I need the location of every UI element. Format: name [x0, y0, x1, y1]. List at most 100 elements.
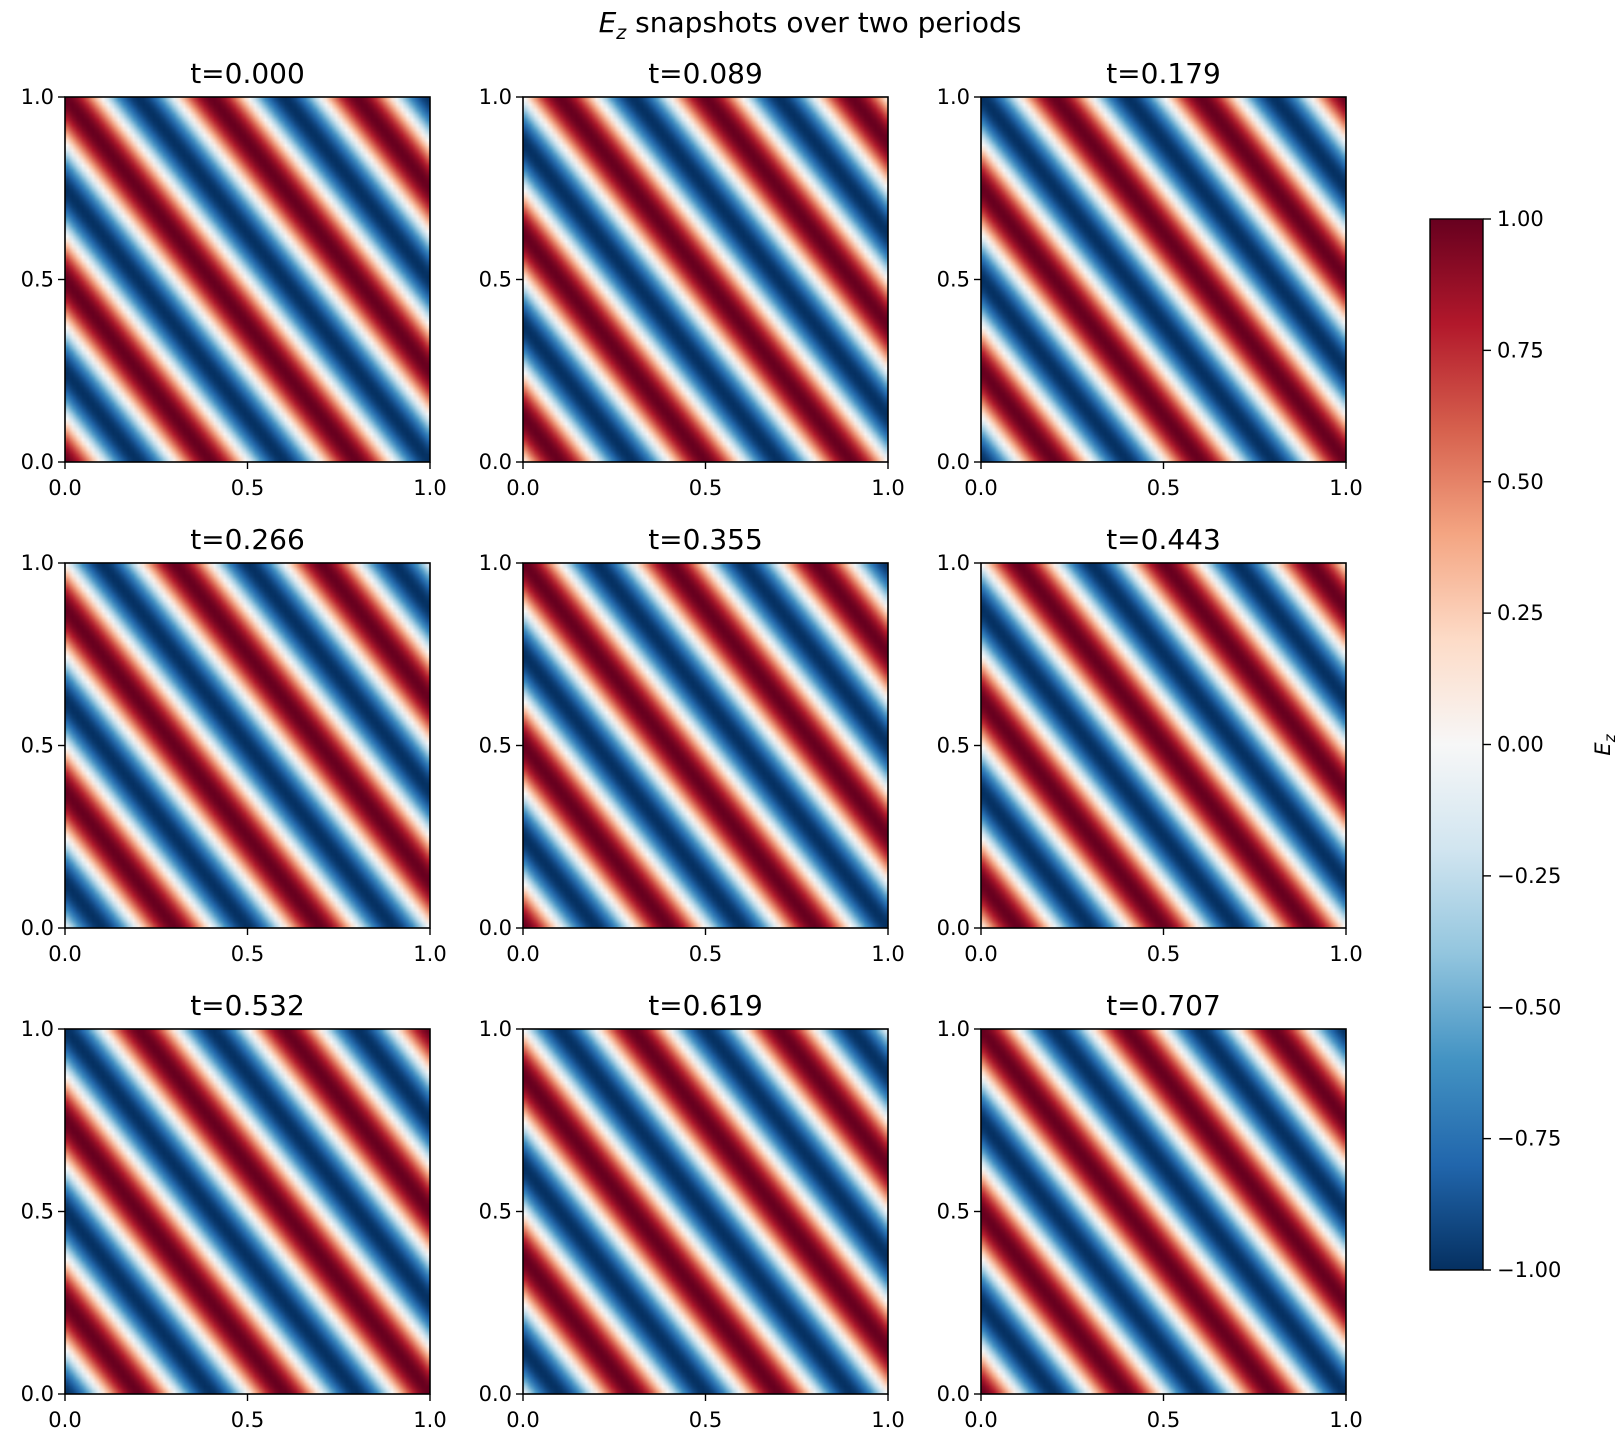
panel: t=0.707 0.0 0.5 1.0 0.0 0.5 1.0 — [937, 989, 1363, 1432]
y-tick-label: 0.5 — [479, 268, 512, 292]
y-tick-label: 0.5 — [21, 268, 54, 292]
panel: t=0.266 0.0 0.5 1.0 0.0 0.5 1.0 — [21, 523, 447, 966]
heatmap-image — [523, 563, 888, 928]
y-tick-label: 0.0 — [479, 916, 512, 940]
panel-title: t=0.179 — [1106, 57, 1221, 90]
x-tick-label: 0.5 — [1147, 476, 1180, 500]
panel-title: t=0.000 — [190, 57, 305, 90]
heatmap-image — [981, 1029, 1346, 1394]
y-tick-label: 1.0 — [21, 1017, 54, 1041]
colorbar-tick-label: 1.00 — [1497, 207, 1544, 231]
y-tick-label: 1.0 — [479, 85, 512, 109]
y-tick-label: 0.0 — [479, 450, 512, 474]
x-tick-label: 0.5 — [1147, 942, 1180, 966]
y-tick-label: 1.0 — [937, 85, 970, 109]
y-tick-label: 0.0 — [21, 1382, 54, 1406]
colorbar-tick-label: −0.50 — [1497, 995, 1561, 1019]
heatmap-image — [523, 97, 888, 462]
y-tick-label: 0.5 — [937, 268, 970, 292]
colorbar-tick-label: −1.00 — [1497, 1258, 1561, 1282]
panel: t=0.532 0.0 0.5 1.0 0.0 0.5 1.0 — [21, 989, 447, 1432]
colorbar-tick-label: −0.25 — [1497, 864, 1561, 888]
colorbar-tick-label: −0.75 — [1497, 1127, 1561, 1151]
panel: t=0.355 0.0 0.5 1.0 0.0 0.5 1.0 — [479, 523, 905, 966]
panel: t=0.443 0.0 0.5 1.0 0.0 0.5 1.0 — [937, 523, 1363, 966]
panel: t=0.179 0.0 0.5 1.0 0.0 0.5 1.0 — [937, 57, 1363, 500]
y-tick-label: 0.0 — [479, 1382, 512, 1406]
colorbar-tick-label: 0.50 — [1497, 470, 1544, 494]
x-tick-label: 0.0 — [506, 476, 539, 500]
panel-title: t=0.532 — [190, 989, 305, 1022]
y-tick-label: 0.5 — [479, 734, 512, 758]
x-tick-label: 1.0 — [413, 1408, 446, 1432]
heatmap-image — [981, 563, 1346, 928]
x-tick-label: 0.5 — [689, 476, 722, 500]
colorbar-ticks: 1.00 0.75 0.50 0.25 0.00 −0.25 −0.50 −0.75 −1.00 — [1483, 207, 1561, 1282]
x-tick-label: 1.0 — [413, 476, 446, 500]
colorbar-gradient — [1429, 218, 1484, 1271]
x-tick-label: 0.0 — [48, 942, 81, 966]
colorbar-tick-label: 0.25 — [1497, 601, 1544, 625]
panel-grid: t=0.000 0.0 0.5 1.0 0.0 0.5 1.0 t=0.089 0.0 0.5 1.… — [21, 57, 1363, 1432]
y-tick-label: 0.0 — [937, 1382, 970, 1406]
x-tick-label: 1.0 — [1329, 942, 1362, 966]
x-tick-label: 1.0 — [1329, 1408, 1362, 1432]
x-tick-label: 1.0 — [871, 1408, 904, 1432]
x-tick-label: 0.5 — [1147, 1408, 1180, 1432]
y-tick-label: 1.0 — [479, 551, 512, 575]
title-symbol-base: E — [599, 6, 617, 39]
panel-title: t=0.443 — [1106, 523, 1221, 556]
x-tick-label: 1.0 — [871, 476, 904, 500]
x-tick-label: 0.5 — [231, 476, 264, 500]
x-tick-label: 0.0 — [506, 942, 539, 966]
x-tick-label: 1.0 — [871, 942, 904, 966]
x-tick-label: 0.0 — [964, 476, 997, 500]
x-tick-label: 0.0 — [48, 476, 81, 500]
panel-title: t=0.619 — [648, 989, 763, 1022]
y-tick-label: 1.0 — [479, 1017, 512, 1041]
y-tick-label: 1.0 — [937, 551, 970, 575]
y-tick-label: 0.5 — [21, 1200, 54, 1224]
colorbar-label: Ez — [1591, 733, 1619, 755]
heatmap-image — [65, 97, 430, 462]
figure-title: Ez snapshots over two periods — [599, 6, 1022, 44]
x-tick-label: 0.5 — [231, 942, 264, 966]
panel: t=0.089 0.0 0.5 1.0 0.0 0.5 1.0 — [479, 57, 905, 500]
colorbar-tick-label: 0.00 — [1497, 733, 1544, 757]
heatmap-image — [65, 1029, 430, 1394]
heatmap-image — [981, 97, 1346, 462]
panel: t=0.000 0.0 0.5 1.0 0.0 0.5 1.0 — [21, 57, 447, 500]
y-tick-label: 0.0 — [21, 916, 54, 940]
y-tick-label: 0.5 — [479, 1200, 512, 1224]
y-tick-label: 0.5 — [937, 734, 970, 758]
y-tick-label: 1.0 — [21, 85, 54, 109]
x-tick-label: 0.0 — [964, 1408, 997, 1432]
x-tick-label: 0.0 — [506, 1408, 539, 1432]
x-tick-label: 0.5 — [689, 942, 722, 966]
y-tick-label: 1.0 — [937, 1017, 970, 1041]
x-tick-label: 1.0 — [1329, 476, 1362, 500]
colorbar: 1.00 0.75 0.50 0.25 0.00 −0.25 −0.50 −0.75 −1.00… — [1429, 207, 1619, 1282]
panel-title: t=0.707 — [1106, 989, 1221, 1022]
panel-title: t=0.355 — [648, 523, 763, 556]
title-symbol-subscript: z — [615, 22, 627, 44]
y-tick-label: 1.0 — [21, 551, 54, 575]
panel-title: t=0.089 — [648, 57, 763, 90]
x-tick-label: 0.5 — [689, 1408, 722, 1432]
x-tick-label: 0.0 — [964, 942, 997, 966]
colorbar-label-subscript: z — [1601, 733, 1619, 743]
colorbar-label-base: E — [1591, 742, 1615, 756]
colorbar-tick-label: 0.75 — [1497, 338, 1544, 362]
y-tick-label: 0.0 — [937, 450, 970, 474]
y-tick-label: 0.0 — [21, 450, 54, 474]
panel: t=0.619 0.0 0.5 1.0 0.0 0.5 1.0 — [479, 989, 905, 1432]
y-tick-label: 0.5 — [937, 1200, 970, 1224]
heatmap-image — [523, 1029, 888, 1394]
panel-title: t=0.266 — [190, 523, 305, 556]
y-tick-label: 0.5 — [21, 734, 54, 758]
y-tick-label: 0.0 — [937, 916, 970, 940]
x-tick-label: 1.0 — [413, 942, 446, 966]
heatmap-image — [65, 563, 430, 928]
x-tick-label: 0.0 — [48, 1408, 81, 1432]
